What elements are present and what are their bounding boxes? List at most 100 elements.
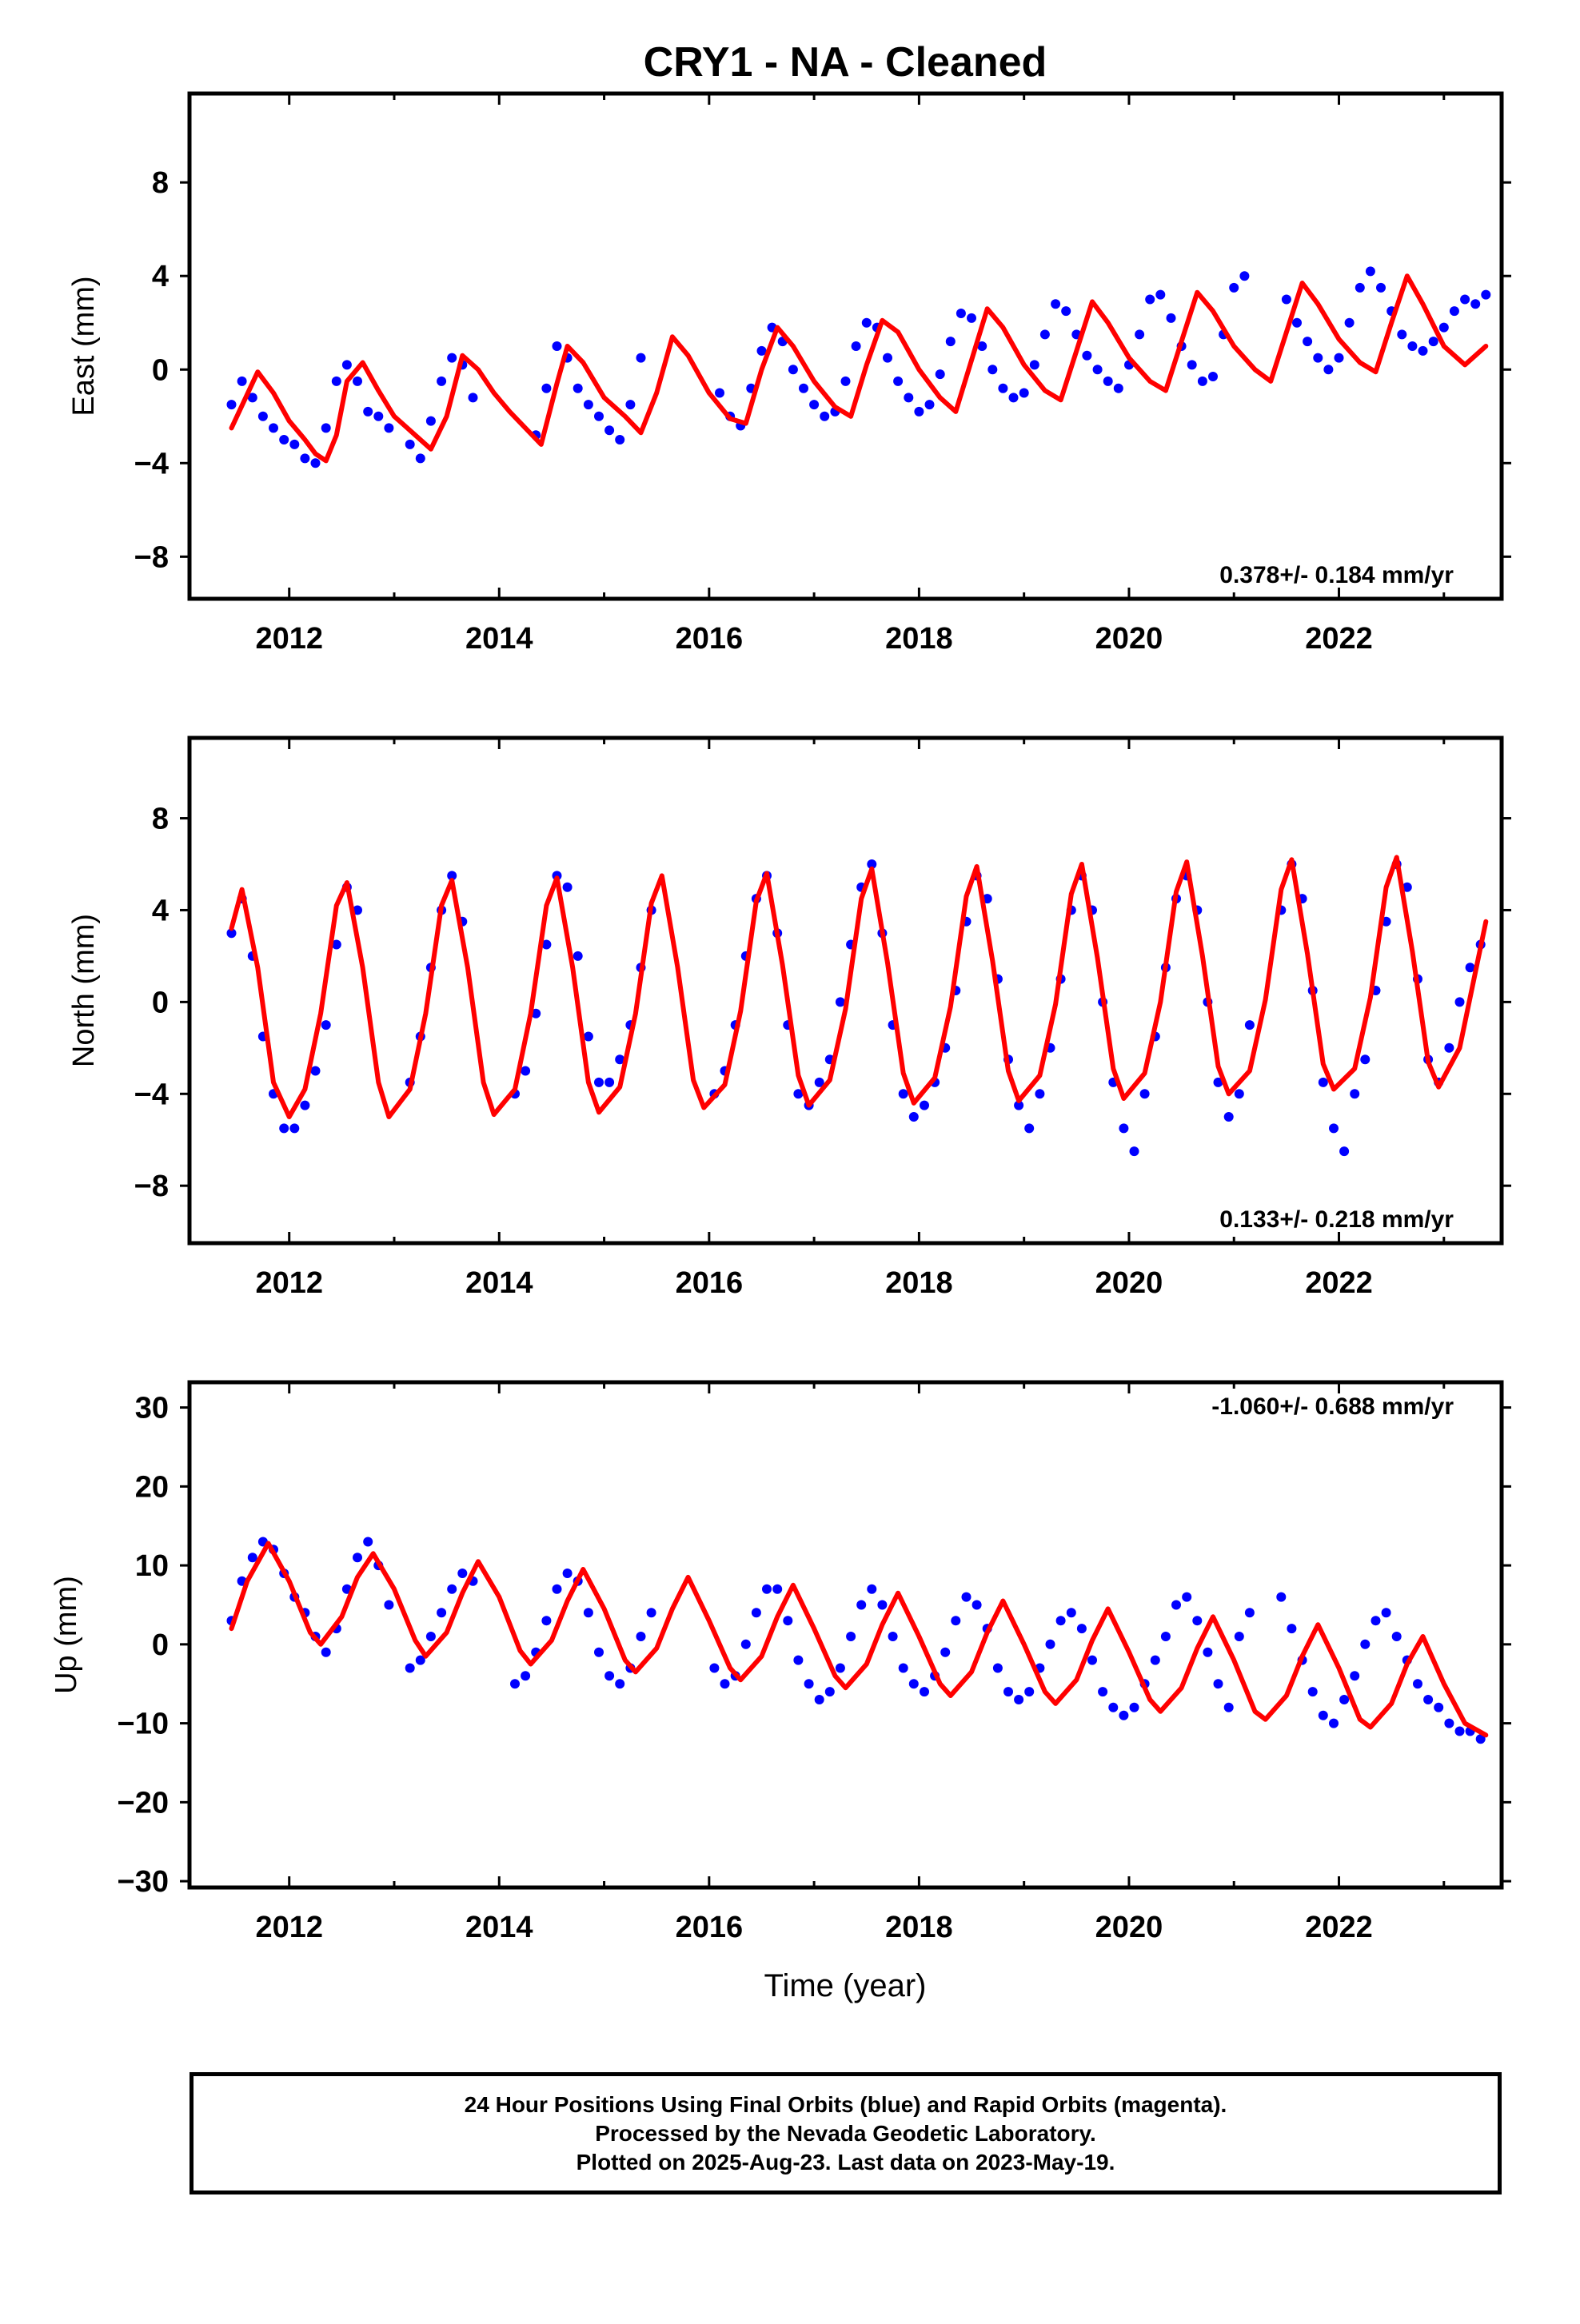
up-data-point [1234,1632,1244,1641]
east-x-tick-label: 2020 [1095,622,1163,656]
north-data-layer [226,855,1489,1157]
up-data-point [405,1663,415,1673]
east-data-point [1313,353,1323,363]
east-data-point [583,400,593,410]
north-data-point [1234,1089,1244,1099]
north-data-point [814,1077,824,1087]
up-data-point [583,1608,593,1618]
north-data-point [541,939,552,950]
east-data-point [353,376,362,386]
up-data-point [1213,1679,1223,1689]
up-data-point [1307,1687,1318,1697]
east-rate-label: 0.378+/- 0.184 mm/yr [1219,562,1454,588]
east-data-point [1344,317,1355,328]
up-y-axis-label: Up (mm) [50,1576,83,1694]
east-data-point [1103,376,1113,386]
up-y-tick-label: 30 [135,1392,169,1425]
footer-line-3: Plotted on 2025-Aug-23. Last data on 202… [576,2149,1115,2175]
east-data-point [1082,350,1092,361]
east-data-point [363,406,373,417]
north-y-tick-label: 8 [152,803,169,836]
up-data-point [615,1679,625,1689]
up-data-point [846,1632,856,1641]
up-data-point [447,1584,457,1594]
north-plot-frame [187,735,1504,1246]
north-data-point [447,871,457,881]
east-data-point [1061,306,1071,317]
east-data-point [998,383,1008,393]
east-data-layer [226,266,1491,468]
x-axis-label: Time (year) [764,1968,927,2003]
east-x-tick-label: 2018 [885,622,953,656]
east-data-point [1145,294,1155,305]
north-data-point [1350,1089,1360,1099]
east-data-point [1376,282,1386,293]
north-y-axis-label: North (mm) [67,914,101,1067]
north-x-tick-label: 2022 [1305,1266,1373,1300]
east-data-point [1449,306,1459,317]
up-data-point [247,1553,257,1563]
north-data-point [1244,1020,1255,1030]
up-data-point [1171,1600,1181,1610]
north-rate-label: 0.133+/- 0.218 mm/yr [1219,1206,1454,1233]
north-data-point [310,1066,321,1076]
north-data-point [1035,1089,1045,1099]
east-data-point [1166,313,1176,323]
up-data-point [1350,1671,1360,1681]
up-y-tick-label: −10 [118,1708,169,1741]
east-data-point [636,353,646,363]
east-data-point [1397,329,1407,340]
up-data-point [961,1592,972,1602]
east-data-point [914,406,924,417]
east-data-point [1113,383,1123,393]
north-data-point [1329,1123,1339,1134]
east-data-point [615,435,625,444]
up-data-point [1087,1655,1097,1665]
up-data-point [1098,1687,1108,1697]
east-data-point [289,439,300,449]
up-data-point [552,1584,562,1594]
north-model-curve [229,855,1489,1119]
east-data-point [924,400,935,410]
north-data-point [1339,1146,1350,1157]
up-data-point [457,1569,468,1578]
east-data-point [331,376,341,386]
east-data-point [468,393,478,403]
east-data-point [799,383,808,393]
up-data-point [363,1537,373,1547]
north-data-point [1402,882,1412,892]
east-data-point [310,458,321,468]
up-data-point [1150,1655,1160,1665]
up-data-point [972,1600,982,1610]
up-data-point [940,1647,951,1657]
up-data-point [1223,1702,1234,1712]
up-plot-frame [187,1380,1504,1890]
up-data-point [1055,1616,1066,1626]
up-rate-label: -1.060+/- 0.688 mm/yr [1211,1393,1454,1420]
east-plot-frame [187,91,1504,601]
north-data-point [1024,1123,1035,1134]
north-data-point [562,882,573,892]
east-data-point [1334,353,1344,363]
east-data-point [1281,294,1291,305]
up-data-point [437,1608,447,1618]
east-data-point [1051,299,1061,309]
north-data-point [898,1089,908,1099]
east-data-point [1208,372,1218,381]
east-data-point [415,453,425,464]
east-data-point [756,345,767,356]
up-data-point [1318,1710,1328,1720]
up-data-point [1024,1687,1035,1697]
north-data-point [353,905,362,915]
north-data-point [1360,1054,1371,1065]
north-data-point [1465,963,1475,973]
east-data-point [604,425,615,436]
up-data-point [1371,1616,1381,1626]
north-data-point [1444,1042,1454,1053]
east-y-tick-label: −8 [134,540,169,574]
up-data-point [1129,1702,1139,1712]
up-data-point [415,1655,425,1665]
up-data-point [1045,1639,1055,1649]
up-data-point [867,1584,877,1594]
